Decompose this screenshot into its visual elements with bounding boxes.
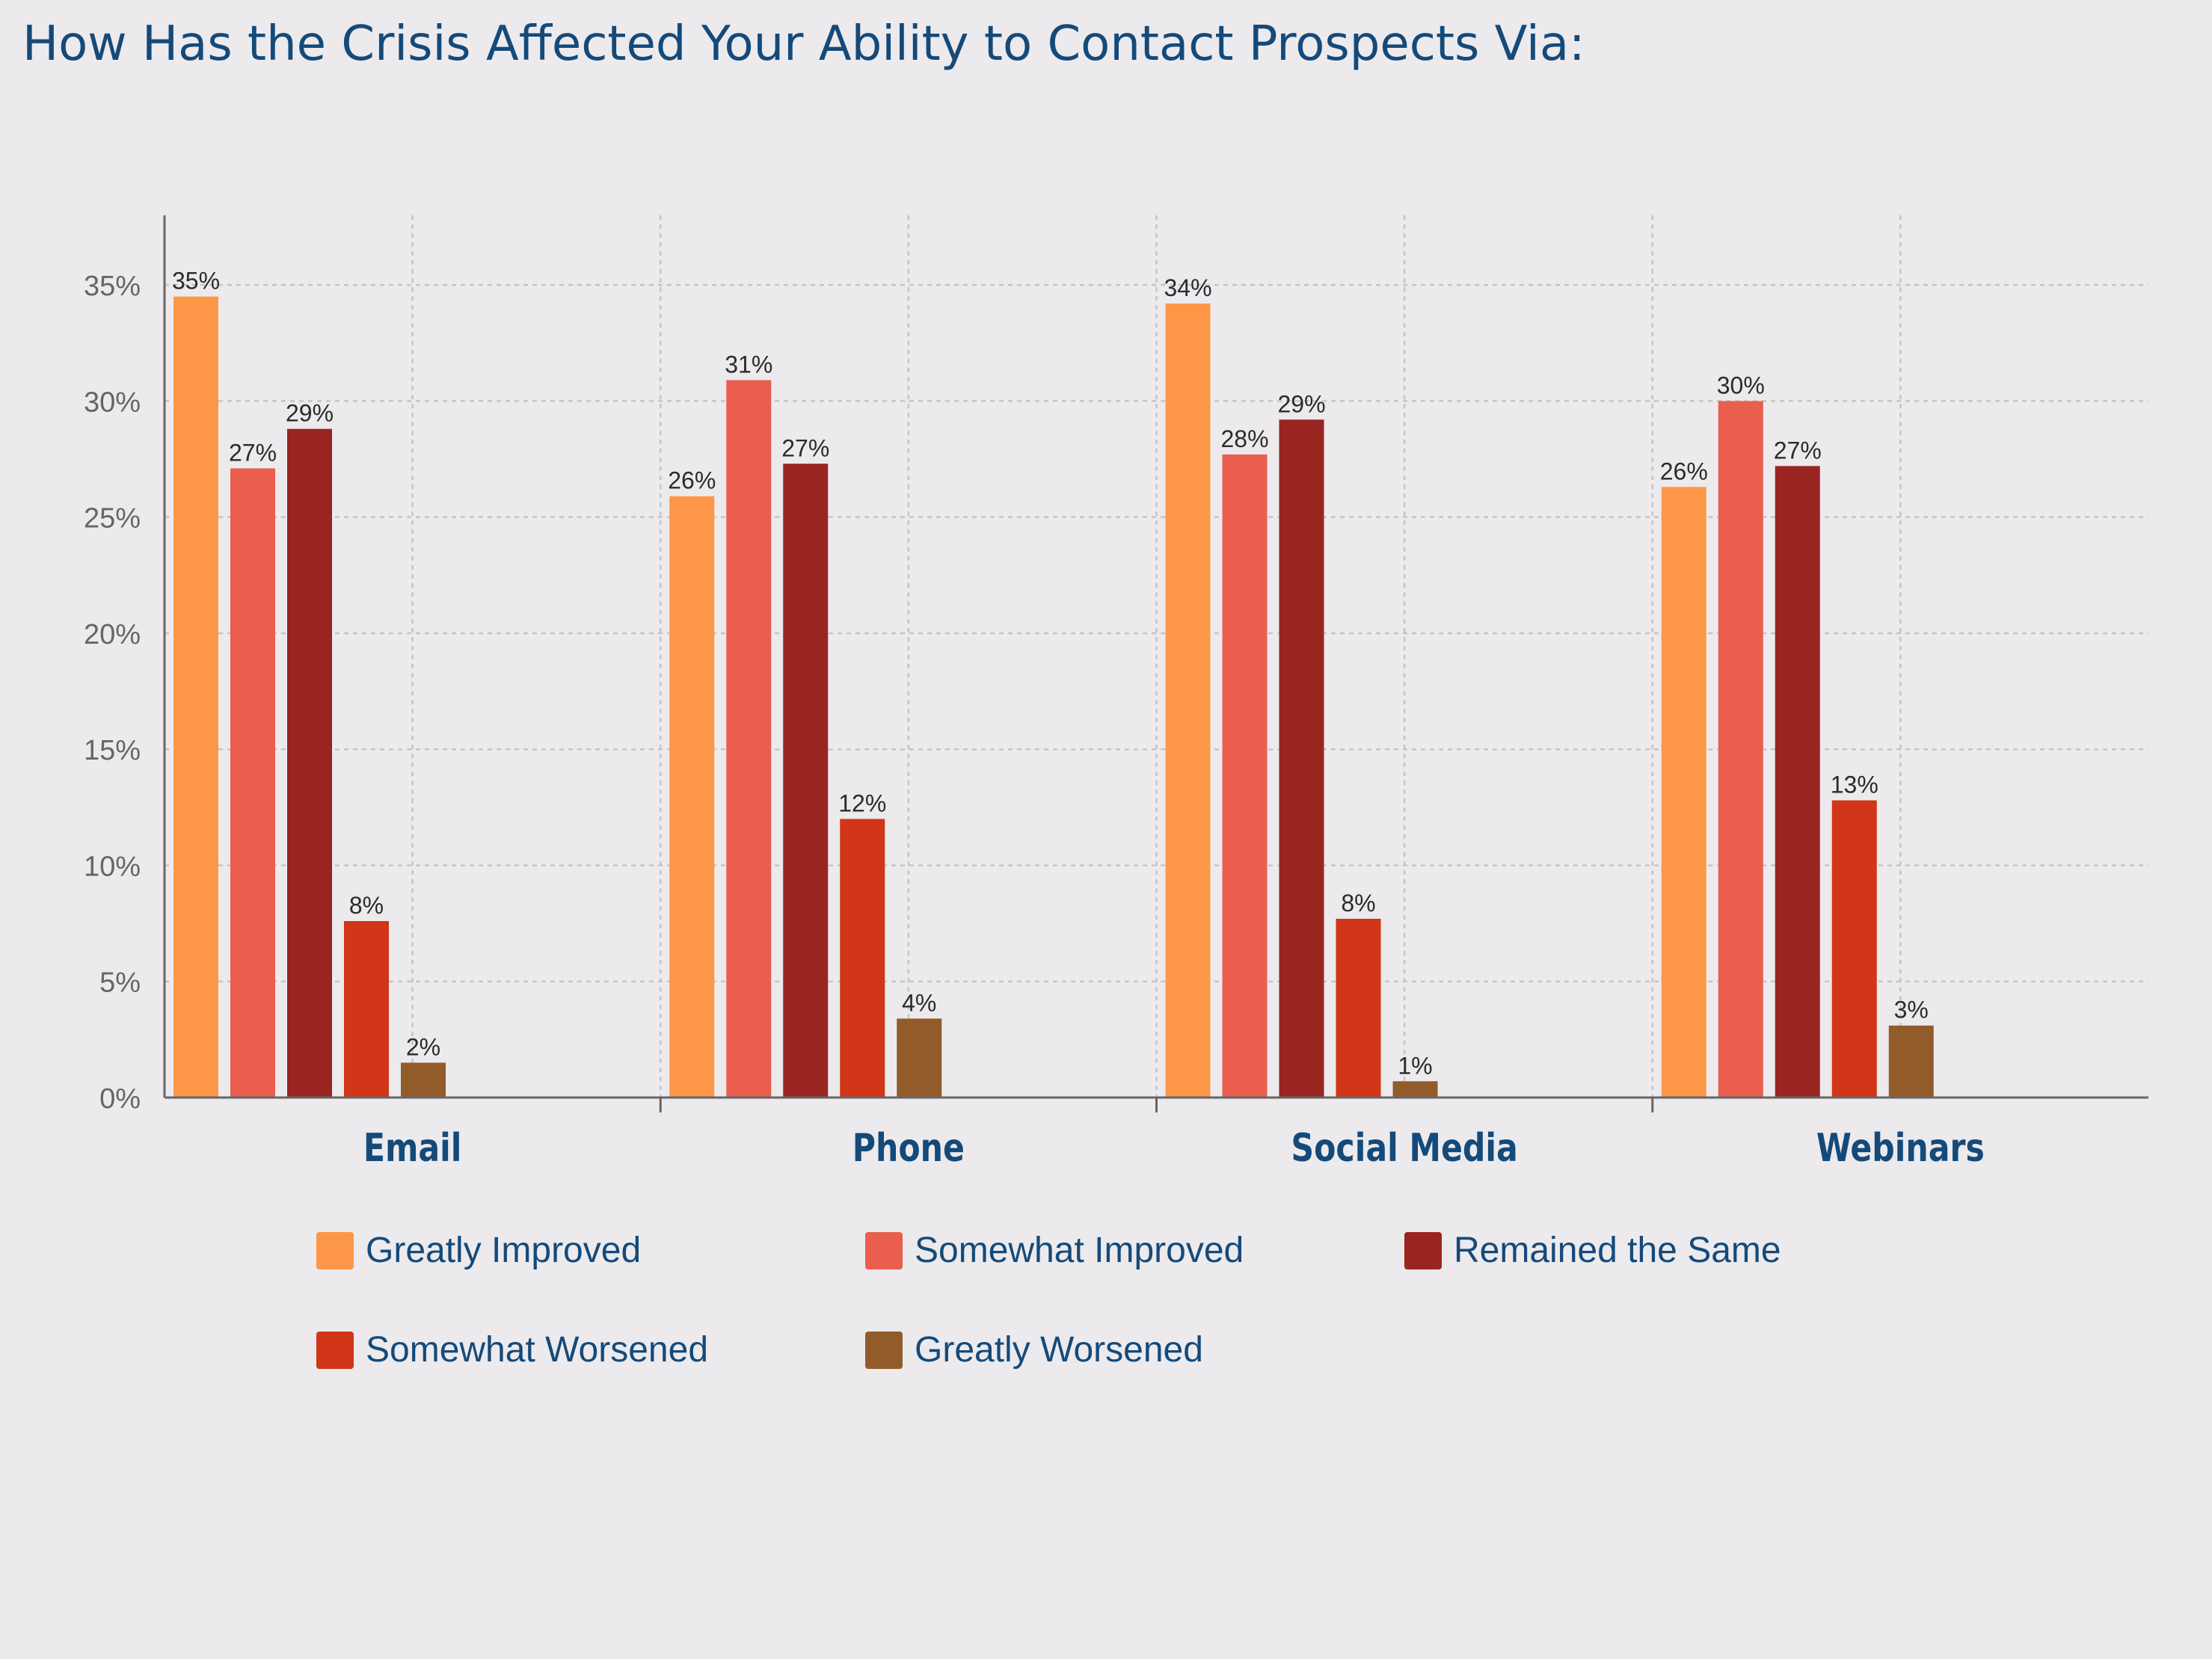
category-label-email: Email xyxy=(363,1126,462,1171)
category-label-webinars: Webinars xyxy=(1816,1126,1985,1171)
data-label: 27% xyxy=(781,434,829,461)
y-tick-label: 35% xyxy=(84,271,141,302)
bar-phone-greatly-improved xyxy=(669,496,715,1098)
data-label: 4% xyxy=(902,989,936,1016)
data-label: 27% xyxy=(229,439,277,466)
data-label: 1% xyxy=(1398,1052,1432,1079)
bar-webinars-somewhat-worsened xyxy=(1831,800,1877,1098)
y-tick-label: 20% xyxy=(84,619,141,650)
bar-social-media-somewhat-improved xyxy=(1222,454,1268,1098)
data-label: 8% xyxy=(1341,890,1375,917)
bar-phone-somewhat-improved xyxy=(726,380,772,1098)
data-label: 27% xyxy=(1774,437,1822,464)
bar-email-greatly-worsened xyxy=(401,1062,446,1098)
y-tick-label: 15% xyxy=(84,735,141,766)
y-tick-label: 0% xyxy=(99,1083,141,1115)
bar-webinars-greatly-improved xyxy=(1661,487,1706,1098)
category-label-phone: Phone xyxy=(852,1126,965,1171)
data-label: 28% xyxy=(1220,425,1268,452)
data-label: 26% xyxy=(668,467,716,494)
chart-title: How Has the Crisis Affected Your Ability… xyxy=(22,16,1585,72)
bar-email-greatly-improved xyxy=(173,296,218,1098)
data-label: 29% xyxy=(286,400,334,427)
bar-email-remained-the-same xyxy=(287,428,332,1098)
bar-social-media-somewhat-worsened xyxy=(1336,918,1381,1098)
bar-webinars-somewhat-improved xyxy=(1718,401,1763,1098)
bar-webinars-greatly-worsened xyxy=(1888,1025,1934,1098)
data-label: 12% xyxy=(838,790,886,816)
bar-social-media-greatly-worsened xyxy=(1392,1081,1438,1098)
bar-social-media-greatly-improved xyxy=(1165,304,1211,1098)
data-label: 35% xyxy=(172,268,220,295)
bar-email-somewhat-worsened xyxy=(344,921,389,1098)
bar-webinars-remained-the-same xyxy=(1775,466,1820,1098)
bar-phone-remained-the-same xyxy=(783,464,829,1098)
data-label: 26% xyxy=(1660,458,1708,484)
data-label: 29% xyxy=(1277,390,1325,417)
data-label: 2% xyxy=(406,1033,440,1060)
data-label: 31% xyxy=(725,351,772,378)
y-tick-label: 5% xyxy=(99,967,141,999)
data-label: 13% xyxy=(1831,772,1878,798)
data-label: 30% xyxy=(1717,372,1765,398)
category-label-social-media: Social Media xyxy=(1291,1126,1517,1171)
y-tick-label: 25% xyxy=(84,503,141,535)
data-label: 3% xyxy=(1894,997,1929,1024)
bar-phone-greatly-worsened xyxy=(897,1018,942,1098)
y-tick-label: 30% xyxy=(84,387,141,418)
y-tick-label: 10% xyxy=(84,851,141,882)
data-label: 8% xyxy=(349,892,384,919)
bar-email-somewhat-improved xyxy=(230,468,275,1098)
bar-social-media-remained-the-same xyxy=(1279,419,1324,1098)
bar-phone-somewhat-worsened xyxy=(840,819,885,1098)
data-label: 34% xyxy=(1164,274,1211,301)
